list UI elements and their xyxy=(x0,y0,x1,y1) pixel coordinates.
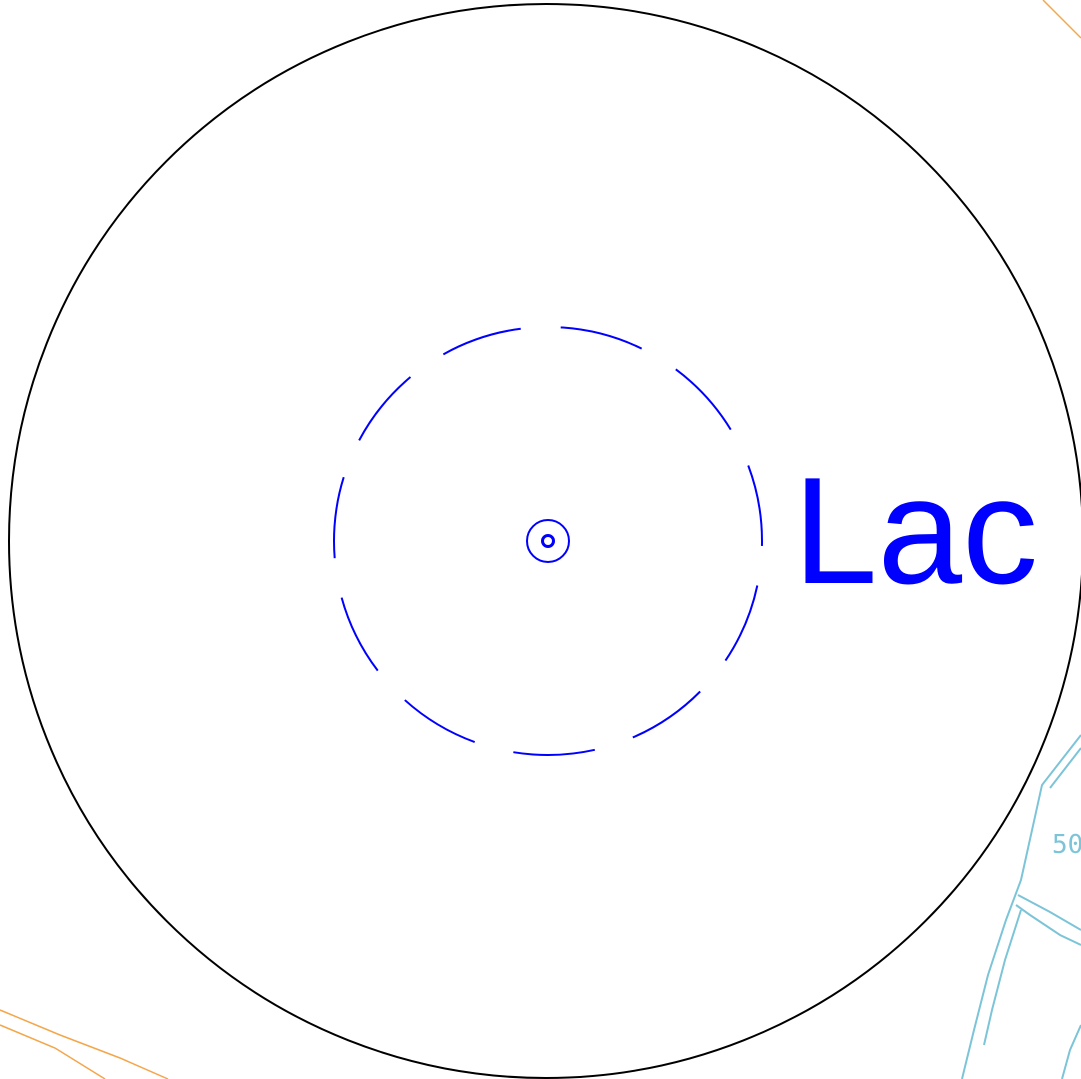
contour-label: 50 xyxy=(1052,830,1081,860)
range-circle xyxy=(8,3,1081,1079)
location-marker-icon[interactable] xyxy=(526,519,570,563)
contour-lines xyxy=(961,734,1081,1079)
place-label: Lac xyxy=(793,446,1038,616)
dashed-ring xyxy=(333,326,763,757)
